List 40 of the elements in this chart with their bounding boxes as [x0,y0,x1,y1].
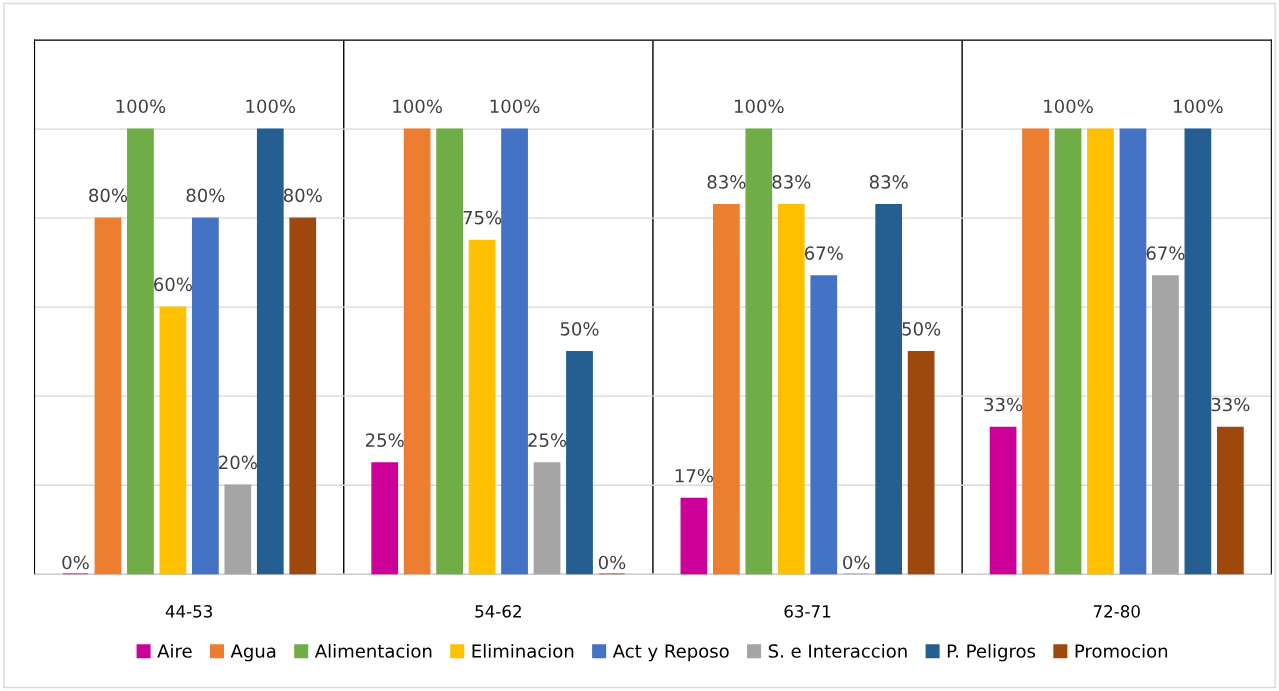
legend-label: Aire [157,643,192,658]
data-label: 17% [675,468,713,483]
data-label: 50% [902,322,941,336]
data-label: 100% [1174,99,1223,114]
data-label: 75% [463,210,502,225]
data-label: 60% [154,277,192,292]
data-label: 0% [62,555,89,570]
legend-label: S. e Interaccion [768,643,907,658]
x-tick-label: 63-71 [784,605,831,618]
data-label: 33% [984,397,1023,412]
x-tick-label: 54-62 [475,605,521,618]
data-label: 80% [186,188,225,203]
data-label: 80% [283,188,322,203]
data-label: 33% [1211,397,1250,412]
data-label: 25% [528,433,567,447]
data-label: 100% [1044,99,1093,114]
data-label: 25% [365,433,404,447]
legend-label: Alimentacion [314,643,432,658]
data-label: 67% [804,246,843,260]
data-label: 0% [598,555,626,570]
data-label: 100% [116,99,166,114]
data-label: 83% [772,175,811,189]
data-label: 0% [843,555,870,570]
legend-label: Agua [230,644,276,662]
data-label: 100% [735,99,784,114]
data-label: 67% [1146,246,1185,260]
legend-label: Act y Reposo [612,644,729,662]
legend-label: Promocion [1075,643,1168,658]
legend-label: Eliminacion [472,643,574,658]
data-label: 100% [393,99,442,114]
legend-label: P. Peligros [947,643,1036,662]
data-label: 100% [490,99,540,114]
data-label: 80% [89,188,128,203]
data-label: 20% [219,455,257,470]
data-label: 50% [560,322,599,336]
x-tick-label: 44-53 [165,605,213,618]
data-label: 100% [246,99,296,114]
data-label: 83% [707,175,746,189]
data-label: 83% [869,175,908,189]
x-tick-label: 72-80 [1093,605,1140,618]
